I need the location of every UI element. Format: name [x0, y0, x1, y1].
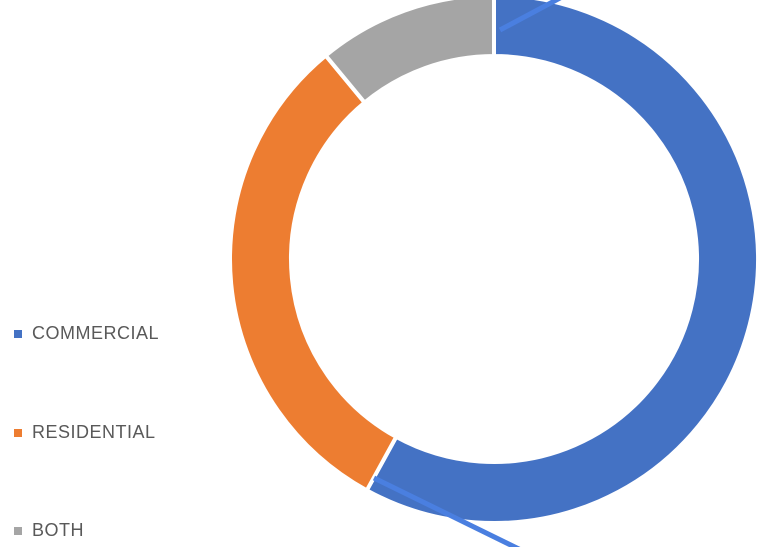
legend-swatch-both	[14, 526, 22, 535]
legend-swatch-residential	[14, 428, 22, 437]
legend-item-commercial[interactable]: COMMERCIAL	[14, 323, 159, 344]
legend-label-commercial: COMMERCIAL	[32, 323, 160, 343]
legend-item-both[interactable]: BOTH	[14, 520, 84, 541]
slice-residential[interactable]	[228, 52, 399, 494]
slice-commercial[interactable]	[364, 0, 759, 525]
leader-lines	[372, 0, 562, 547]
donut-slices	[228, 0, 759, 525]
leader-line-bottom	[372, 475, 521, 547]
leader-line-top	[498, 0, 562, 33]
legend-label-residential: RESIDENTIAL	[32, 422, 156, 442]
legend-label-both: BOTH	[32, 520, 85, 540]
slice-both[interactable]	[322, 0, 496, 106]
legend-item-residential[interactable]: RESIDENTIAL	[14, 422, 156, 443]
legend-swatch-commercial	[14, 329, 22, 338]
legend: COMMERCIAL RESIDENTIAL BOTH	[14, 0, 234, 547]
